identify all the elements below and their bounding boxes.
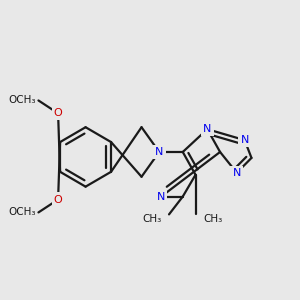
Text: N: N [232, 168, 241, 178]
Text: OCH₃: OCH₃ [8, 95, 35, 106]
Text: N: N [157, 192, 165, 202]
Text: N: N [240, 135, 249, 145]
Text: CH₃: CH₃ [203, 214, 223, 224]
Text: O: O [54, 194, 62, 205]
Text: N: N [155, 147, 164, 157]
Text: OCH₃: OCH₃ [8, 207, 35, 218]
Text: O: O [54, 108, 62, 118]
Text: CH₃: CH₃ [142, 214, 161, 224]
Text: N: N [203, 124, 212, 134]
